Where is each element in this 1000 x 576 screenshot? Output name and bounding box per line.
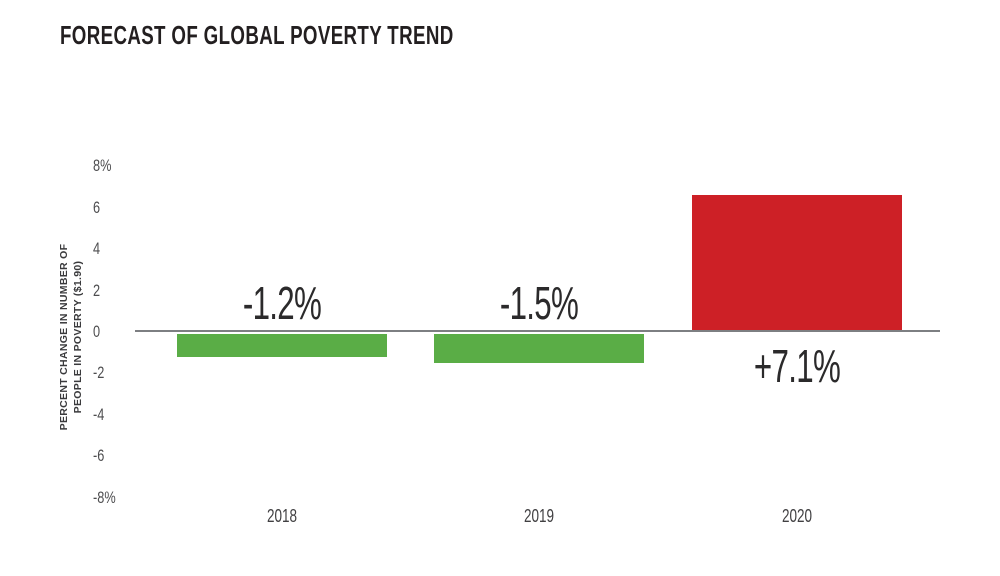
bar-value-label: +7.1%: [753, 340, 841, 392]
y-tick-label: 8%: [93, 156, 112, 175]
y-tick-label: -6: [93, 446, 105, 465]
x-axis-label: 2020: [781, 506, 813, 526]
y-tick-label: 0: [93, 322, 101, 341]
y-tick-label: -2: [93, 363, 105, 382]
bar-value-label: -1.5%: [499, 277, 579, 329]
bar-2019: [434, 334, 644, 363]
x-axis-label: 2019: [523, 506, 555, 526]
y-axis-label-line-2: PEOPLE IN POVERTY ($1.90): [71, 260, 84, 414]
y-axis-label-line-1: PERCENT CHANGE IN NUMBER OF: [58, 243, 70, 431]
y-tick-label: 2: [93, 281, 101, 300]
y-tick-label: -8%: [93, 488, 116, 507]
y-tick-label: 4: [93, 239, 101, 258]
y-tick-label: -4: [93, 405, 105, 424]
chart-title: FORECAST OF GLOBAL POVERTY TREND: [60, 20, 454, 50]
zero-baseline: [135, 330, 940, 332]
x-axis-label: 2018: [266, 506, 298, 526]
bar-value-label: -1.2%: [242, 277, 322, 329]
bar-2020: [692, 195, 902, 330]
bar-2018: [177, 334, 387, 357]
y-tick-label: 6: [93, 198, 101, 217]
y-axis-label: PERCENT CHANGE IN NUMBER OF PEOPLE IN PO…: [58, 242, 88, 432]
